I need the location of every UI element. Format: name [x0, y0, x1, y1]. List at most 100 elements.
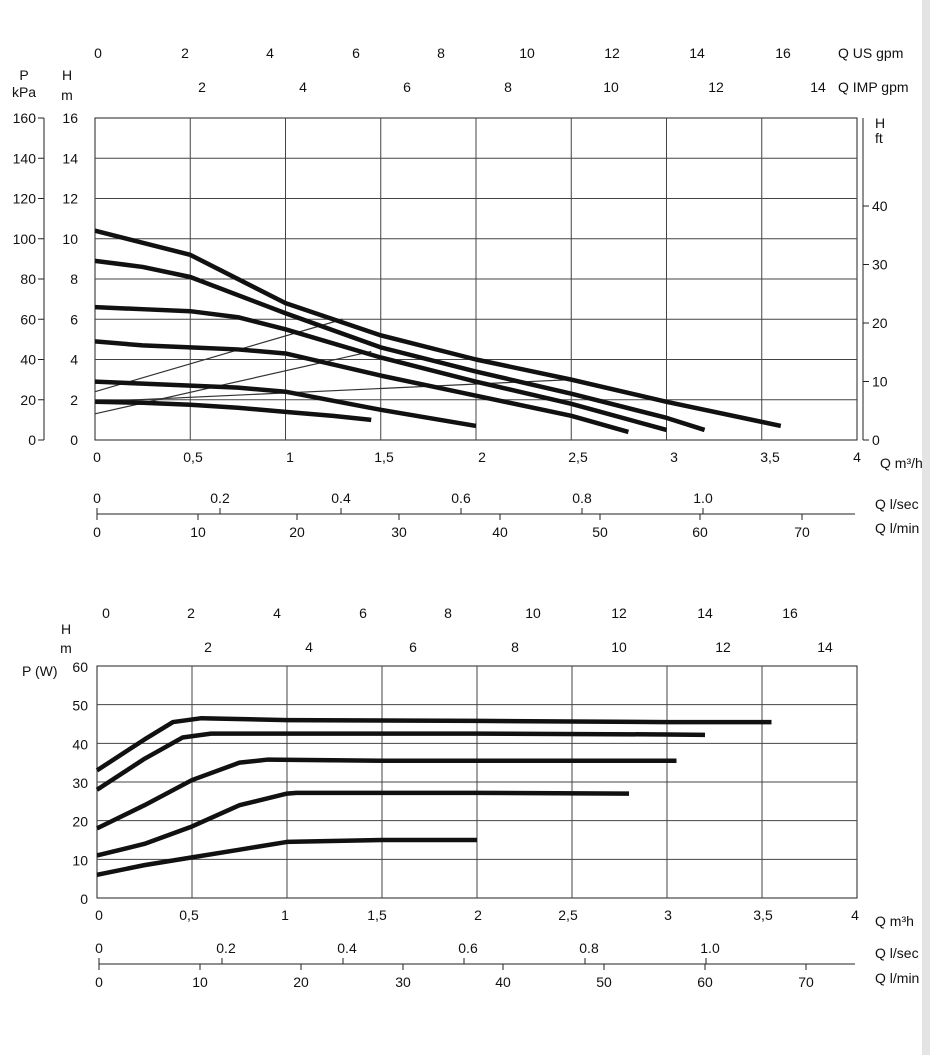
chart1-head-curve-6: [94, 399, 372, 423]
chart2-power-curve-2: [95, 731, 706, 792]
chart1-head-curve-5: [94, 379, 477, 429]
chart2-lsec-tick-label: 0: [95, 940, 103, 956]
chart2-usgpm-tick-label: 2: [187, 605, 195, 621]
chart1-m-tick-label: 10: [62, 231, 78, 247]
chart1-kpa-tick-label: 160: [13, 110, 37, 126]
chart2-impgpm-tick-label: 10: [611, 639, 627, 655]
chart2-y-tick-label: 20: [72, 814, 88, 830]
chart1-kpa-tick-label: 0: [28, 432, 36, 448]
chart1-x-tick-label: 1: [286, 449, 294, 465]
chart2-x-tick-label: 1,5: [367, 907, 387, 923]
chart1-m-tick-label: 4: [70, 352, 78, 368]
chart2-head-unit: m: [60, 640, 72, 656]
chart1-lsec-tick-label: 0.6: [451, 490, 471, 506]
chart1-usgpm-tick-label: 2: [181, 45, 189, 61]
chart1-x-tick-label: 0,5: [183, 449, 203, 465]
chart2-usgpm-tick-label: 8: [444, 605, 452, 621]
chart2-x-tick-label: 2: [474, 907, 482, 923]
chart2-usgpm-tick-label: 0: [102, 605, 110, 621]
chart2-lmin-tick-label: 10: [192, 974, 208, 990]
chart2-x-tick-label: 0: [95, 907, 103, 923]
chart1-impgpm-tick-label: 14: [810, 79, 826, 95]
chart2-head-label: H: [61, 621, 71, 637]
chart2-power-curve-5: [96, 837, 477, 878]
page-edge-rule: [922, 0, 930, 1055]
chart1-x-tick-label: 3: [670, 449, 678, 465]
chart1-m-tick-label: 6: [70, 311, 78, 327]
chart2-lmin-tick-label: 50: [596, 974, 612, 990]
chart2-lsec-tick-label: 0.2: [216, 940, 236, 956]
chart1-lsec-tick-label: 0.4: [331, 490, 351, 506]
chart1-usgpm-tick-label: 8: [437, 45, 445, 61]
chart1-lmin-tick-label: 0: [93, 524, 101, 540]
chart1-usgpm-tick-label: 0: [94, 45, 102, 61]
chart1-impgpm-axis-label: Q IMP gpm: [838, 79, 909, 95]
chart2-y-tick-label: 10: [72, 852, 88, 868]
chart1-x-tick-label: 1,5: [374, 449, 394, 465]
chart2-x-tick-label: 3,5: [753, 907, 773, 923]
chart2-y-tick-label: 30: [72, 775, 88, 791]
chart1-lmin-axis-label: Q l/min: [875, 520, 919, 536]
chart2-y-axis-label: P (W): [22, 663, 58, 679]
chart2-impgpm-tick-label: 12: [715, 639, 731, 655]
chart1-kpa-tick-label: 60: [20, 311, 36, 327]
chart1-lsec-tick-label: 0: [93, 490, 101, 506]
chart1-impgpm-tick-label: 6: [403, 79, 411, 95]
chart1-x-tick-label: 2,5: [568, 449, 588, 465]
chart2-lsec-tick-label: 0.6: [458, 940, 478, 956]
chart2-lmin-axis-label: Q l/min: [875, 970, 919, 986]
chart1-usgpm-tick-label: 6: [352, 45, 360, 61]
chart1-lmin-tick-label: 10: [190, 524, 206, 540]
chart2-x-tick-label: 4: [851, 907, 859, 923]
chart1-head-curve-3: [94, 304, 668, 433]
chart1-system-line-1: [94, 318, 343, 393]
chart1-lsec-tick-label: 1.0: [693, 490, 713, 506]
chart2-usgpm-tick-label: 12: [611, 605, 627, 621]
chart1-ft-tick-label: 30: [872, 257, 888, 273]
chart2-usgpm-tick-label: 10: [525, 605, 541, 621]
chart1-lmin-tick-label: 40: [492, 524, 508, 540]
chart1-usgpm-axis-label: Q US gpm: [838, 45, 903, 61]
chart2-lmin-tick-label: 30: [395, 974, 411, 990]
chart1-lsec-tick-label: 0.2: [210, 490, 230, 506]
chart1-lmin-tick-label: 30: [391, 524, 407, 540]
chart2-lmin-tick-label: 70: [798, 974, 814, 990]
chart1-pressure-unit: kPa: [12, 84, 36, 100]
chart1-ft-tick-label: 0: [872, 432, 880, 448]
chart2-x-tick-label: 2,5: [558, 907, 578, 923]
chart1-usgpm-tick-label: 16: [775, 45, 791, 61]
chart1-ft-tick-label: 40: [872, 198, 888, 214]
chart1-usgpm-tick-label: 12: [604, 45, 620, 61]
chart2-y-tick-label: 0: [80, 891, 88, 907]
chart1-x-axis-label: Q m³/h: [880, 455, 923, 471]
chart1-m-tick-label: 0: [70, 432, 78, 448]
chart1-x-tick-label: 2: [478, 449, 486, 465]
chart2-lsec-tick-label: 0.4: [337, 940, 357, 956]
chart2-power-curve-3: [96, 757, 677, 831]
chart1-lsec-tick-label: 0.8: [572, 490, 592, 506]
chart1-kpa-tick-label: 100: [13, 231, 37, 247]
chart1-m-tick-label: 14: [62, 150, 78, 166]
chart1-lmin-tick-label: 50: [592, 524, 608, 540]
chart1-head-curve-1: [94, 228, 782, 429]
chart1-kpa-tick-label: 140: [13, 150, 37, 166]
chart1-m-tick-label: 2: [70, 392, 78, 408]
chart1-impgpm-tick-label: 12: [708, 79, 724, 95]
chart2-y-tick-label: 50: [72, 698, 88, 714]
chart2-lsec-tick-label: 1.0: [700, 940, 720, 956]
chart2-x-tick-label: 0,5: [179, 907, 199, 923]
chart1-impgpm-tick-label: 2: [198, 79, 206, 95]
chart1-ft-axis-label: H: [875, 115, 885, 131]
chart1-ft-axis-unit: ft: [875, 130, 883, 146]
chart2-y-tick-label: 40: [72, 736, 88, 752]
chart1-head-label: H: [62, 67, 72, 83]
chart2-lsec-tick-label: 0.8: [579, 940, 599, 956]
chart2-usgpm-tick-label: 16: [782, 605, 798, 621]
chart2-x-axis-label: Q m³h: [875, 913, 914, 929]
chart1-kpa-tick-label: 40: [20, 352, 36, 368]
chart1-usgpm-tick-label: 4: [266, 45, 274, 61]
chart1-kpa-tick-label: 20: [20, 392, 36, 408]
chart2-lmin-tick-label: 20: [293, 974, 309, 990]
chart2-x-tick-label: 3: [664, 907, 672, 923]
